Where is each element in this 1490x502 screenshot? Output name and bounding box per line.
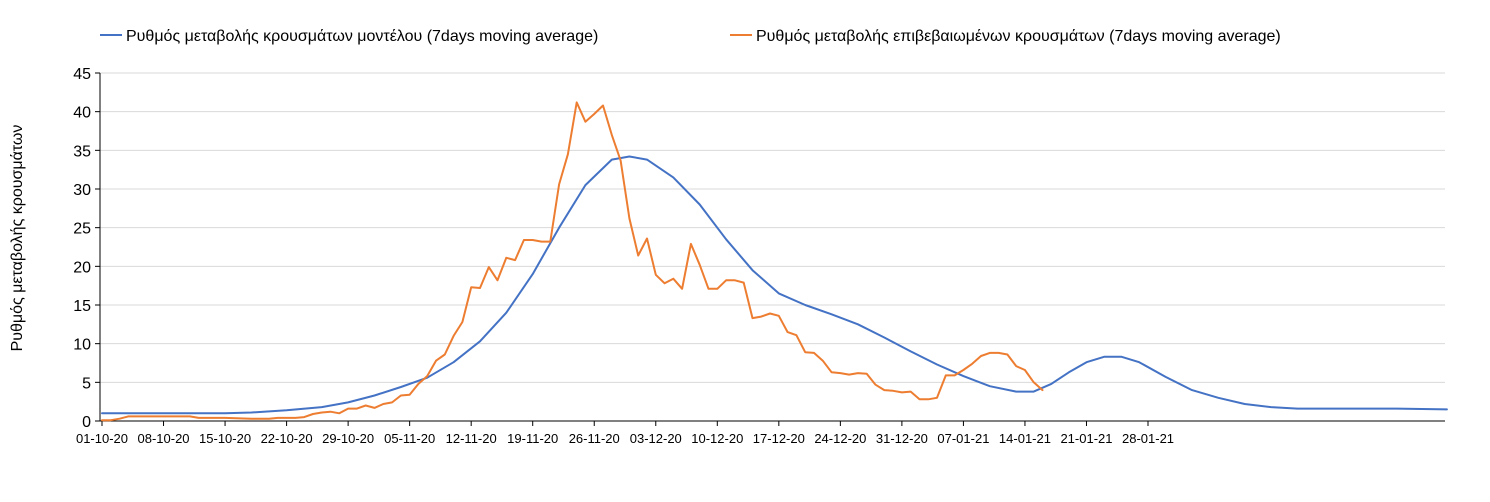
x-tick-label: 12-11-20 — [446, 431, 497, 446]
x-tick-label: 01-10-20 — [76, 431, 128, 446]
legend-label-confirmed: Ρυθμός μεταβολής επιβεβαιωμένων κρουσμάτ… — [756, 28, 1281, 45]
x-tick-label: 28-01-21 — [1122, 431, 1174, 446]
y-tick-label: 35 — [73, 143, 91, 160]
x-tick-label: 21-01-21 — [1060, 431, 1112, 446]
x-tick-label: 26-11-20 — [569, 431, 620, 446]
y-tick-label: 30 — [73, 182, 91, 199]
x-tick-label: 22-10-20 — [261, 431, 313, 446]
y-tick-label: 0 — [82, 414, 91, 431]
gridlines — [100, 72, 1445, 383]
x-tick-label: 29-10-20 — [322, 431, 374, 446]
legend-label-model: Ρυθμός μεταβολής κρουσμάτων μοντέλου (7d… — [126, 28, 598, 45]
x-axis: 01-10-20 08-10-20 15-10-20 22-10-20 29-10-20… — [76, 420, 1445, 446]
y-tick-label: 20 — [73, 259, 91, 276]
series-line-model — [101, 155, 1448, 415]
y-tick-label: 45 — [73, 66, 91, 83]
x-tick-label: 08-10-20 — [138, 431, 190, 446]
x-tick-label: 15-10-20 — [199, 431, 251, 446]
x-tick-label: 03-12-20 — [630, 431, 682, 446]
x-tick-label: 24-12-20 — [814, 431, 866, 446]
x-tick-label: 07-01-21 — [937, 431, 989, 446]
x-tick-label: 14-01-21 — [999, 431, 1051, 446]
x-tick-label: 31-12-20 — [876, 431, 928, 446]
y-tick-label: 10 — [73, 337, 91, 354]
y-tick-label: 40 — [73, 105, 91, 122]
series-group — [101, 101, 1448, 422]
y-axis: 0 5 10 15 20 25 30 35 40 45 — [73, 66, 101, 431]
series-line-confirmed — [101, 101, 1044, 422]
legend: Ρυθμός μεταβολής κρουσμάτων μοντέλου (7d… — [100, 28, 1281, 45]
y-tick-label: 25 — [73, 221, 91, 238]
x-tick-label: 10-12-20 — [691, 431, 743, 446]
y-tick-label: 5 — [82, 375, 91, 392]
x-tick-label: 05-11-20 — [384, 431, 435, 446]
y-axis-title: Ρυθμός μεταβολής κρουσμάτων — [9, 125, 26, 352]
x-tick-label: 19-11-20 — [507, 431, 558, 446]
x-tick-label: 17-12-20 — [753, 431, 805, 446]
y-tick-label: 15 — [73, 298, 91, 315]
